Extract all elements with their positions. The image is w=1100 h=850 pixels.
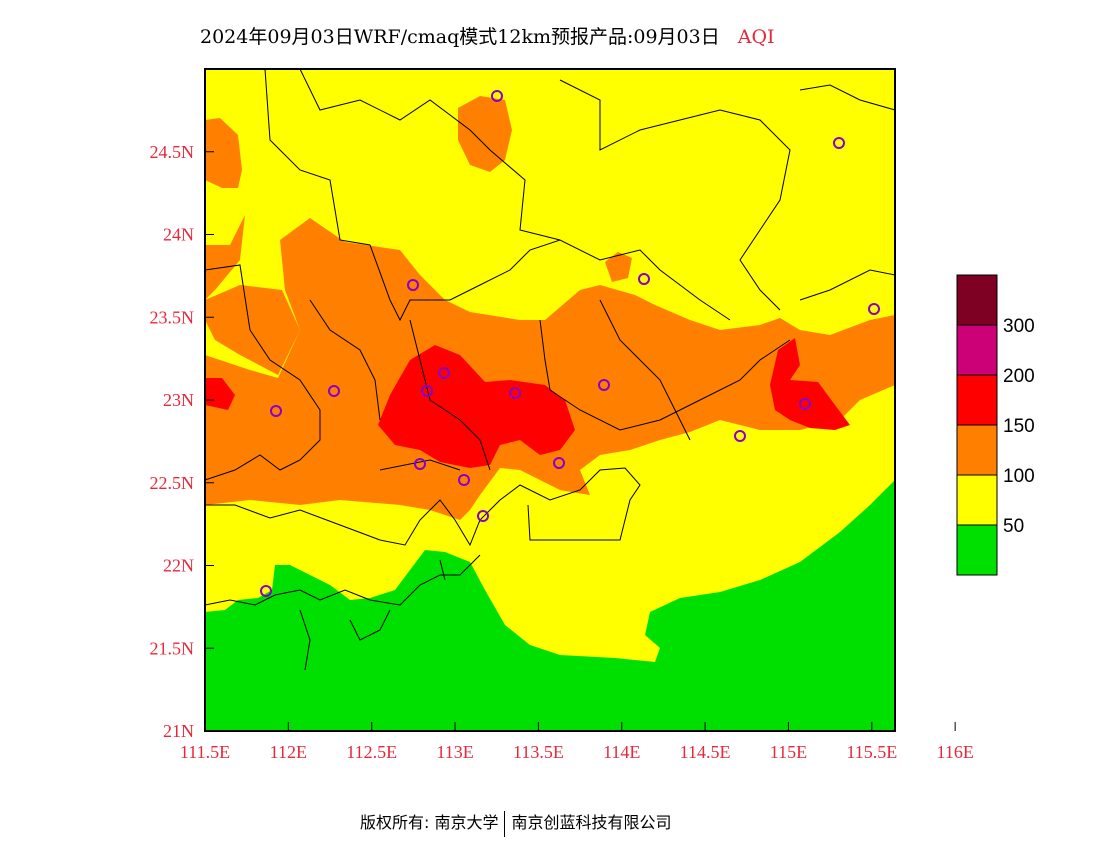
x-tick-label: 111.5E bbox=[180, 742, 230, 762]
station-marker[interactable] bbox=[553, 457, 565, 469]
aqi-field bbox=[205, 69, 895, 731]
legend-swatch bbox=[956, 524, 998, 576]
aqi-zone-usg-northwest bbox=[205, 118, 242, 188]
x-tick-label: 113.5E bbox=[513, 742, 564, 762]
county-boundary-9 bbox=[309, 299, 381, 421]
legend-label: 300 bbox=[1003, 316, 1035, 337]
station-marker[interactable] bbox=[491, 90, 503, 102]
y-tick-label: 24N bbox=[163, 225, 194, 245]
station-marker[interactable] bbox=[414, 458, 426, 470]
x-tick-label: 116E bbox=[936, 742, 973, 762]
station-marker[interactable] bbox=[260, 585, 272, 597]
county-boundary-4 bbox=[799, 84, 895, 111]
legend-swatch bbox=[956, 374, 998, 426]
station-marker[interactable] bbox=[833, 137, 845, 149]
station-marker[interactable] bbox=[438, 367, 450, 379]
aqi-zone-unhealthy-east bbox=[770, 338, 850, 430]
station-marker[interactable] bbox=[458, 474, 470, 486]
legend-swatch bbox=[956, 474, 998, 526]
y-tick-label: 21N bbox=[163, 721, 194, 741]
legend-swatch bbox=[956, 424, 998, 476]
x-tick-label: 112E bbox=[270, 742, 307, 762]
aqi-zone-unhealthy-west bbox=[205, 378, 235, 410]
legend-swatch bbox=[956, 274, 998, 326]
x-tick-label: 113E bbox=[436, 742, 473, 762]
x-tick-label: 115E bbox=[770, 742, 807, 762]
x-tick-label: 115.5E bbox=[846, 742, 897, 762]
station-markers bbox=[260, 90, 880, 597]
county-boundary-6 bbox=[409, 319, 491, 471]
title-variable: AQI bbox=[737, 26, 775, 48]
station-marker[interactable] bbox=[509, 387, 521, 399]
x-tick-label: 112.5E bbox=[346, 742, 397, 762]
x-tick-label: 114E bbox=[603, 742, 640, 762]
legend-label: 50 bbox=[1003, 516, 1024, 537]
legend-label: 200 bbox=[1003, 366, 1035, 387]
county-boundary-10 bbox=[599, 299, 691, 441]
aqi-zone-unhealthy-center bbox=[378, 345, 575, 468]
aqi-zone-usg-band bbox=[205, 218, 895, 520]
y-tick-label: 23.5N bbox=[150, 307, 195, 327]
coastline bbox=[205, 467, 641, 547]
county-boundary-2 bbox=[299, 69, 561, 241]
county-boundary-7 bbox=[539, 319, 791, 431]
aqi-zone-usg-small bbox=[605, 252, 632, 282]
station-marker[interactable] bbox=[799, 398, 811, 410]
title-main: 2024年09月03日WRF/cmaq模式12km预报产品:09月03日 bbox=[200, 26, 720, 48]
station-marker[interactable] bbox=[421, 385, 433, 397]
y-tick-label: 24.5N bbox=[150, 142, 195, 162]
y-tick-label: 21.5N bbox=[150, 638, 195, 658]
y-tick-label: 22.5N bbox=[150, 473, 195, 493]
county-boundary-11 bbox=[799, 269, 895, 301]
island-lines bbox=[299, 559, 446, 671]
station-marker[interactable] bbox=[734, 430, 746, 442]
station-marker[interactable] bbox=[598, 379, 610, 391]
x-axis: 111.5E 112E 112.5E 113E 113.5E 114E 114.5E 115E… bbox=[180, 722, 974, 762]
station-marker[interactable] bbox=[638, 273, 650, 285]
station-marker[interactable] bbox=[328, 385, 340, 397]
footer-company: 南京创蓝科技有限公司 bbox=[511, 813, 672, 832]
aqi-zone-usg-main bbox=[205, 215, 300, 375]
aqi-zone-good-west-coast bbox=[205, 620, 290, 652]
y-axis: 21N 21.5N 22N 22.5N 23N 23.5N 24N 24.5N bbox=[150, 142, 214, 741]
y-tick-label: 23N bbox=[163, 390, 194, 410]
county-boundary-5 bbox=[205, 264, 321, 481]
county-boundary-8 bbox=[379, 459, 461, 471]
legend-label: 150 bbox=[1003, 416, 1035, 437]
station-marker[interactable] bbox=[868, 303, 880, 315]
footer-divider bbox=[504, 810, 506, 837]
aqi-zone-good-south bbox=[205, 480, 895, 731]
footer-copyright: 版权所有: 南京大学 南京创蓝科技有限公司 bbox=[360, 809, 672, 837]
station-marker[interactable] bbox=[407, 279, 419, 291]
coastline-west bbox=[205, 554, 481, 606]
station-marker[interactable] bbox=[477, 510, 489, 522]
boundary-lines bbox=[205, 69, 895, 671]
county-boundary-3 bbox=[559, 79, 791, 311]
map-title: 2024年09月03日WRF/cmaq模式12km预报产品:09月03日 AQI bbox=[200, 22, 775, 49]
station-marker[interactable] bbox=[270, 405, 282, 417]
county-boundary-1 bbox=[264, 69, 731, 322]
legend-swatch bbox=[956, 324, 998, 376]
aqi-legend: 50 100 150 200 300 bbox=[956, 274, 1035, 576]
y-tick-label: 22N bbox=[163, 556, 194, 576]
aqi-zone-usg-north bbox=[458, 96, 512, 172]
x-tick-label: 114.5E bbox=[680, 742, 731, 762]
footer-owner: 版权所有: 南京大学 bbox=[360, 813, 499, 832]
legend-label: 100 bbox=[1003, 466, 1035, 487]
